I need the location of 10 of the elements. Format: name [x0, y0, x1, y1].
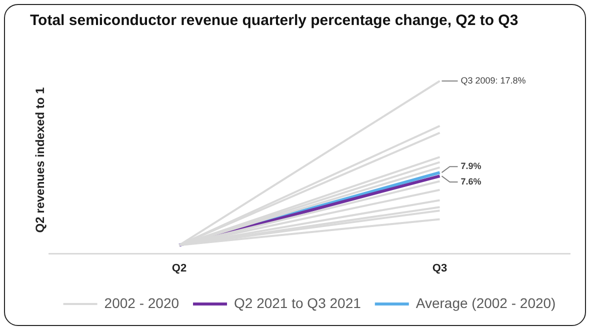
- x-tick-label: Q3: [432, 262, 448, 274]
- legend-label: Average (2002 - 2020): [416, 294, 556, 311]
- x-tick-label: Q2: [172, 262, 187, 274]
- chart-title: Total semiconductor revenue quarterly percentage change, Q2 to Q3: [30, 12, 518, 29]
- annotation: 7.6%: [460, 176, 482, 187]
- legend-label: 2002 - 2020: [104, 294, 180, 311]
- legend-label: Q2 2021 to Q3 2021: [234, 294, 362, 311]
- annotation: 7.9%: [460, 161, 482, 172]
- y-axis-title: Q2 revenues indexed to 1: [33, 87, 47, 233]
- annotation: Q3 2009: 17.8%: [460, 75, 526, 86]
